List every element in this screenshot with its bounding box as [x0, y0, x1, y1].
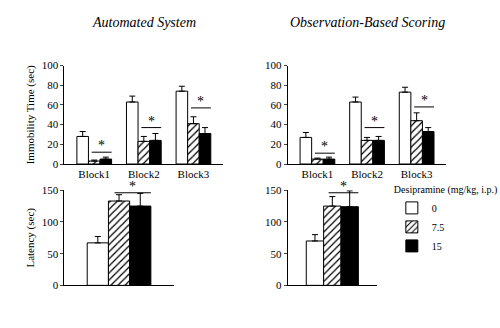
svg-text:80: 80: [270, 79, 282, 91]
svg-text:*: *: [421, 93, 428, 108]
svg-text:100: 100: [42, 216, 59, 228]
svg-text:Desipramine (mg/kg, i.p.): Desipramine (mg/kg, i.p.): [394, 184, 498, 196]
svg-text:40: 40: [270, 118, 282, 130]
svg-text:*: *: [129, 179, 136, 194]
svg-text:0: 0: [53, 279, 59, 291]
svg-text:0: 0: [276, 158, 282, 170]
svg-text:150: 150: [265, 184, 282, 196]
svg-text:*: *: [197, 94, 204, 109]
svg-text:Block3: Block3: [178, 168, 210, 180]
svg-text:60: 60: [47, 99, 59, 111]
svg-text:*: *: [340, 179, 347, 194]
svg-text:50: 50: [47, 248, 59, 260]
svg-text:Block3: Block3: [401, 168, 433, 180]
svg-text:*: *: [371, 114, 378, 129]
svg-text:20: 20: [47, 138, 59, 150]
svg-text:Observation-Based Scoring: Observation-Based Scoring: [290, 15, 445, 30]
svg-text:Block1: Block1: [302, 168, 334, 180]
svg-text:Block2: Block2: [128, 168, 160, 180]
svg-text:100: 100: [265, 59, 282, 71]
svg-text:*: *: [148, 114, 155, 129]
svg-text:0: 0: [276, 279, 282, 291]
svg-text:Automated System: Automated System: [92, 15, 196, 30]
svg-text:0: 0: [432, 203, 437, 214]
svg-text:0: 0: [53, 158, 59, 170]
svg-text:Block1: Block1: [78, 168, 110, 180]
svg-text:80: 80: [47, 79, 59, 91]
svg-text:Block2: Block2: [351, 168, 383, 180]
svg-text:Immobility Time (sec): Immobility Time (sec): [24, 65, 37, 164]
svg-text:*: *: [98, 138, 105, 153]
svg-text:40: 40: [47, 118, 59, 130]
svg-text:100: 100: [42, 59, 59, 71]
svg-text:100: 100: [265, 216, 282, 228]
svg-text:15: 15: [432, 241, 442, 252]
svg-text:*: *: [321, 139, 328, 154]
svg-text:7.5: 7.5: [432, 222, 445, 233]
svg-text:20: 20: [270, 138, 282, 150]
svg-text:150: 150: [42, 184, 59, 196]
svg-text:Latency (sec): Latency (sec): [24, 208, 37, 268]
svg-text:50: 50: [270, 248, 282, 260]
svg-text:60: 60: [270, 99, 282, 111]
